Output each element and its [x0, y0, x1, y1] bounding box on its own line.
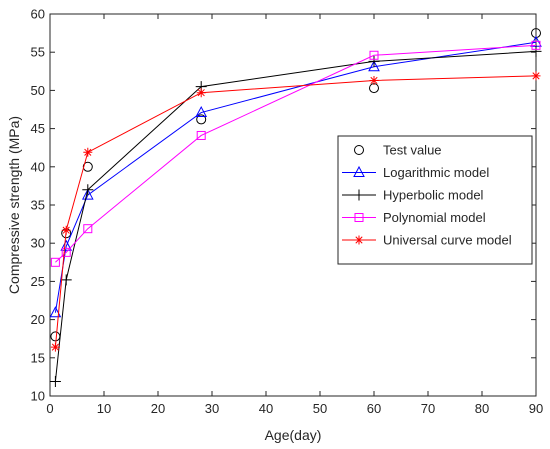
x-tick-label: 70	[421, 401, 435, 416]
data-point	[60, 239, 73, 251]
x-axis-label: Age(day)	[265, 427, 322, 443]
x-axis: 0 10 20 30 40 50 60 70 80 90	[46, 14, 543, 416]
legend-marker	[353, 189, 365, 201]
legend-marker	[354, 235, 364, 245]
y-tick-label: 60	[31, 7, 45, 22]
legend-entry: Test value	[354, 143, 442, 158]
legend-entry: Hyperbolic model	[342, 188, 484, 203]
data-point	[50, 342, 60, 352]
data-point	[81, 188, 94, 200]
data-point	[196, 130, 206, 140]
data-point	[50, 257, 60, 267]
data-point	[61, 225, 71, 235]
data-point	[369, 75, 379, 85]
legend-marker	[354, 145, 364, 155]
legend-entry: Universal curve model	[342, 233, 512, 248]
data-point	[83, 147, 93, 157]
data-point	[531, 71, 541, 81]
series-4	[50, 71, 541, 352]
y-tick-label: 45	[31, 121, 45, 136]
data-point	[369, 50, 379, 60]
y-tick-label: 55	[31, 45, 45, 60]
series-line	[54, 75, 537, 348]
data-point	[195, 105, 208, 118]
y-axis: 10 15 20 25 30 35 40 45 50 55 60	[31, 7, 536, 404]
y-tick-label: 25	[31, 274, 45, 289]
y-axis-label: Compressive strength (MPa)	[6, 116, 22, 294]
data-point	[61, 247, 71, 257]
data-point	[49, 375, 61, 387]
data-point	[368, 60, 380, 72]
y-tick-label: 30	[31, 236, 45, 251]
y-tick-label: 50	[31, 83, 45, 98]
x-tick-label: 20	[151, 401, 165, 416]
x-tick-label: 90	[529, 401, 543, 416]
series-2	[49, 45, 542, 387]
data-point	[49, 306, 62, 318]
x-tick-label: 80	[475, 401, 489, 416]
data-point	[83, 224, 93, 234]
data-point	[196, 114, 207, 125]
y-tick-label: 20	[31, 312, 45, 327]
legend-label: Logarithmic model	[383, 165, 489, 180]
x-tick-label: 50	[313, 401, 327, 416]
legend: Test value Logarithmic model Hyperbolic mo…	[337, 135, 533, 265]
legend-label: Test value	[383, 143, 442, 158]
legend-label: Hyperbolic model	[383, 188, 484, 203]
data-point	[60, 274, 72, 286]
legend-box	[337, 135, 533, 265]
data-point	[368, 55, 380, 67]
x-tick-label: 40	[259, 401, 273, 416]
series-line	[54, 50, 537, 382]
x-tick-label: 10	[97, 401, 111, 416]
legend-label: Polynomial model	[383, 210, 486, 225]
legend-entry: Polynomial model	[342, 210, 486, 225]
series-line	[54, 41, 537, 313]
x-tick-label: 60	[367, 401, 381, 416]
data-point	[196, 88, 206, 98]
y-tick-label: 40	[31, 159, 45, 174]
data-point	[530, 45, 542, 57]
legend-marker	[353, 165, 365, 177]
y-tick-label: 10	[31, 389, 45, 404]
y-tick-label: 15	[31, 350, 45, 365]
data-point	[82, 184, 94, 196]
legend-label: Universal curve model	[383, 233, 512, 248]
x-tick-label: 30	[205, 401, 219, 416]
data-point	[531, 40, 541, 50]
legend-entry: Logarithmic model	[342, 165, 489, 180]
y-tick-label: 35	[31, 198, 45, 213]
x-tick-label: 0	[46, 401, 53, 416]
series-layer	[49, 28, 542, 387]
legend-marker	[354, 213, 364, 222]
